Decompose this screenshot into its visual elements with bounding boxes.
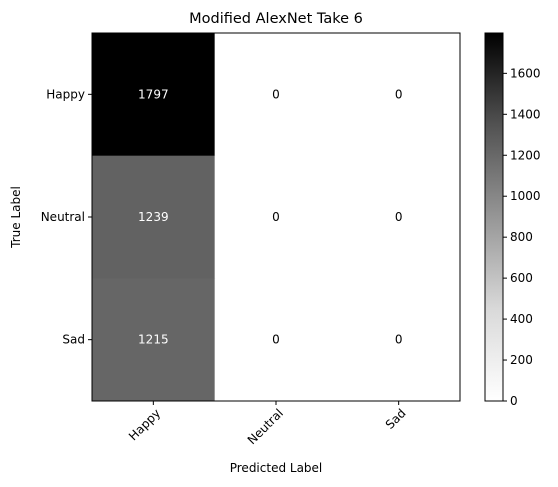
colorbar-tick-label: 1400: [510, 107, 541, 121]
cell-annotations: 1797 0 0 1239 0 0 1215 0 0: [138, 87, 402, 346]
cell-value-label: 0: [272, 210, 280, 224]
colorbar: [484, 32, 504, 402]
heatmap-cells: [92, 33, 461, 402]
x-tick-label: Sad: [383, 406, 409, 432]
colorbar-tick-label: 1000: [510, 189, 541, 203]
y-axis: Happy Neutral Sad: [41, 87, 92, 347]
colorbar-tick-label: 600: [510, 271, 533, 285]
heatmap-cell: [337, 33, 461, 157]
heatmap-cell: [92, 33, 216, 157]
heatmap-cell: [214, 33, 338, 157]
heatmap-cell: [214, 278, 338, 402]
y-axis-label: True Label: [9, 186, 23, 249]
cell-value-label: 1215: [138, 333, 169, 347]
x-tick-label: Happy: [126, 406, 163, 443]
colorbar-tick-label: 400: [510, 312, 533, 326]
cell-value-label: 0: [395, 210, 403, 224]
y-tick-label: Sad: [62, 333, 85, 347]
colorbar-tick-label: 200: [510, 353, 533, 367]
x-tick-label: Neutral: [245, 406, 286, 447]
heatmap-cell: [337, 155, 461, 279]
colorbar-tick-label: 1200: [510, 148, 541, 162]
colorbar-tick-label: 0: [510, 394, 518, 408]
cell-value-label: 0: [395, 333, 403, 347]
heatmap-cell: [337, 278, 461, 402]
heatmap-cell: [92, 155, 216, 279]
cell-value-label: 0: [272, 87, 280, 101]
colorbar-tick-label: 1600: [510, 66, 541, 80]
cell-value-label: 1797: [138, 87, 169, 101]
cell-value-label: 0: [272, 333, 280, 347]
x-axis: Happy Neutral Sad: [126, 401, 409, 447]
x-axis-label: Predicted Label: [230, 461, 323, 475]
colorbar-ticks: 0 200 400 600 800 1000 1200 1400 1600: [503, 66, 541, 408]
y-tick-label: Happy: [46, 87, 85, 101]
cell-value-label: 1239: [138, 210, 169, 224]
cell-value-label: 0: [395, 87, 403, 101]
colorbar-tick-label: 800: [510, 230, 533, 244]
chart-title: Modified AlexNet Take 6: [189, 11, 363, 27]
heatmap-cell: [214, 155, 338, 279]
heatmap-cell: [92, 278, 216, 402]
y-tick-label: Neutral: [41, 210, 85, 224]
